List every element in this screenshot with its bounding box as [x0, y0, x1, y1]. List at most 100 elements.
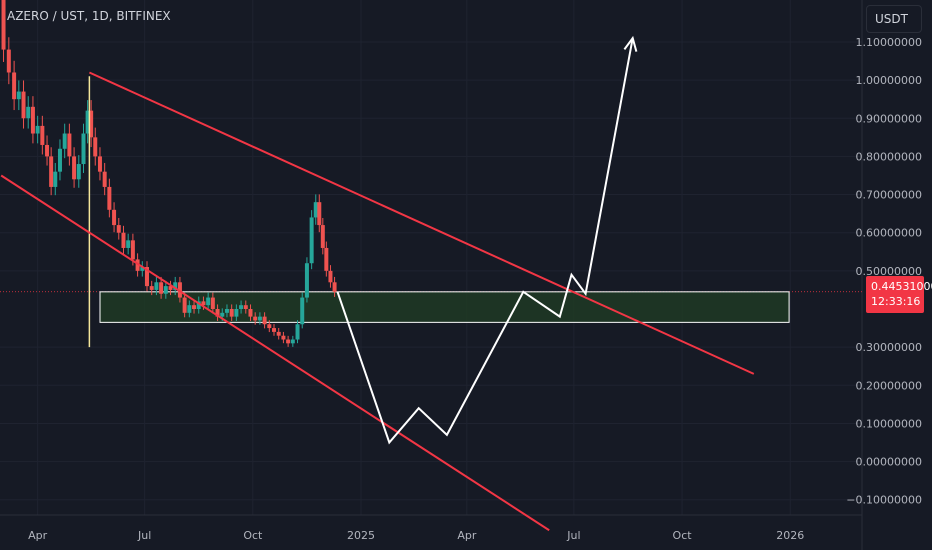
candle-body [126, 240, 131, 248]
candle-body [168, 286, 173, 290]
candle-body [239, 305, 244, 309]
candle-body [332, 282, 337, 292]
symbol-title: AZERO / UST, 1D, BITFINEX [7, 9, 171, 23]
candle-body [121, 232, 126, 248]
candle-body [304, 263, 309, 298]
y-tick-label: 0.90000000 [856, 112, 922, 125]
currency-button[interactable]: USDT [866, 5, 922, 33]
x-tick-label: Jul [137, 529, 151, 542]
candle-body [6, 49, 11, 73]
candle-body [35, 125, 40, 134]
candle-body [85, 110, 90, 134]
projection-path [336, 37, 634, 445]
candle-body [182, 297, 187, 313]
candle-body [215, 309, 220, 317]
candle-body [286, 339, 291, 344]
y-tick-label: 0.20000000 [856, 379, 922, 392]
candle-body [130, 240, 135, 260]
y-tick-label: 0.60000000 [856, 227, 922, 240]
candle-body [210, 297, 215, 309]
candle-body [72, 156, 77, 180]
y-tick-label: 0.70000000 [856, 189, 922, 202]
candle-body [107, 186, 112, 210]
candle-body [276, 331, 281, 336]
y-tick-label: 0.10000000 [856, 417, 922, 430]
price-candles [1, 0, 337, 347]
y-tick-label: 0.80000000 [856, 150, 922, 163]
last-price-value: 0.44531000 [871, 280, 932, 293]
candle-body [57, 148, 62, 172]
candle-body [140, 267, 145, 271]
candle-body [112, 209, 117, 226]
candle-body [328, 270, 333, 283]
time-axis[interactable]: Apr Jul Oct 2025 Apr Jul Oct 2026 [28, 529, 804, 542]
x-tick-label: Oct [673, 529, 693, 542]
candle-body [201, 301, 206, 306]
candle-body [53, 171, 58, 187]
x-tick-label: Jul [566, 529, 580, 542]
candle-body [93, 137, 98, 157]
candle-body [135, 259, 140, 271]
candle-body [257, 316, 262, 321]
candle-body [49, 156, 54, 187]
channel-lower-line [0, 174, 550, 532]
candle-body [187, 305, 192, 313]
y-tick-label: 1.10000000 [856, 36, 922, 49]
y-tick-label: −0.10000000 [846, 494, 922, 507]
candle-body [295, 324, 300, 340]
candle-body [320, 225, 325, 248]
candle-body [159, 282, 164, 294]
candle-body [324, 247, 329, 271]
candle-body [76, 164, 81, 180]
candle-body [40, 125, 45, 145]
candle-body [67, 133, 72, 157]
candle-body [196, 301, 201, 309]
candle-body [262, 316, 267, 325]
candle-body [253, 316, 258, 321]
candle-body [300, 297, 305, 325]
candle-body [313, 202, 318, 218]
candle-body [116, 225, 121, 233]
candle-body [89, 110, 94, 138]
candle-body [234, 309, 239, 317]
y-tick-label: 0.30000000 [856, 341, 922, 354]
x-tick-label: 2025 [347, 529, 375, 542]
grid [0, 0, 863, 550]
candle-body [317, 202, 322, 226]
candle-body [154, 282, 159, 290]
projection-arrowhead [623, 35, 638, 52]
channel-upper-line [88, 71, 755, 375]
candle-body [248, 309, 253, 317]
candle-body [12, 72, 17, 100]
price-axis[interactable]: 1.10000000 1.00000000 0.90000000 0.80000000… [846, 36, 922, 507]
x-tick-label: Oct [243, 529, 263, 542]
candle-body [62, 133, 67, 149]
x-tick-label: Apr [28, 529, 48, 542]
candle-body [16, 91, 21, 100]
candle-body [272, 328, 277, 332]
candle-body [149, 286, 154, 290]
candle-body [281, 335, 286, 340]
trend-drawings [0, 35, 755, 532]
candle-body [102, 171, 107, 187]
candle-body [26, 106, 31, 119]
candle-body [144, 267, 149, 287]
candle-body [45, 144, 50, 157]
candle-body [309, 217, 314, 264]
candle-body [97, 156, 102, 172]
candle-body [243, 305, 248, 309]
candle-body [220, 312, 225, 317]
candle-body [1, 0, 6, 50]
candle-body [206, 297, 211, 306]
candle-body [229, 309, 234, 317]
y-tick-label: 1.00000000 [856, 74, 922, 87]
candle-body [290, 339, 295, 344]
last-price-label: 0.44531000 12:33:16 [866, 276, 932, 313]
candle-body [81, 133, 86, 165]
candle-body [192, 305, 197, 309]
x-tick-label: 2026 [776, 529, 804, 542]
candle-body [30, 106, 35, 134]
candle-body [173, 282, 178, 290]
candle-body [21, 91, 26, 119]
